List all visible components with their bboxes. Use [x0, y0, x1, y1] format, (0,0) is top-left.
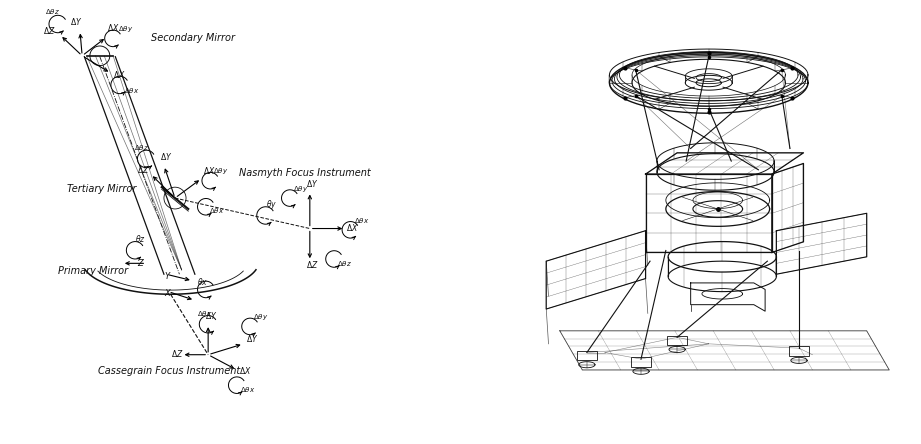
- Text: Tertiary Mirror: Tertiary Mirror: [66, 183, 136, 194]
- Text: $\Delta\theta y$: $\Delta\theta y$: [253, 312, 269, 321]
- Text: $\Delta\theta z$: $\Delta\theta z$: [134, 143, 149, 152]
- Text: $\Delta\theta z$: $\Delta\theta z$: [337, 258, 352, 268]
- Text: $\Delta\theta y$: $\Delta\theta y$: [293, 184, 309, 194]
- Text: $\Delta Y$: $\Delta Y$: [70, 16, 83, 28]
- Text: $\Delta Z$: $\Delta Z$: [137, 164, 150, 175]
- Text: $\Delta X$: $\Delta X$: [346, 222, 358, 233]
- Text: $\Delta\theta x$: $\Delta\theta x$: [354, 216, 369, 225]
- Text: $\Delta\theta x$: $\Delta\theta x$: [209, 206, 225, 215]
- Text: $\theta y$: $\theta y$: [265, 198, 277, 211]
- Bar: [667, 336, 687, 345]
- Text: $\theta z$: $\theta z$: [135, 233, 146, 244]
- Text: Cassegrain Focus Instrument: Cassegrain Focus Instrument: [98, 366, 239, 377]
- Text: $Y$: $Y$: [164, 270, 171, 281]
- Text: Nasmyth Focus Instrument: Nasmyth Focus Instrument: [239, 168, 371, 178]
- Text: $\Delta Y$: $\Delta Y$: [246, 333, 258, 344]
- Bar: [631, 357, 651, 367]
- Text: $\Delta Z$: $\Delta Z$: [42, 25, 55, 36]
- Text: $\Delta X$: $\Delta X$: [239, 365, 251, 377]
- Text: $Z$: $Z$: [137, 257, 146, 268]
- Text: $X$: $X$: [164, 287, 172, 298]
- Text: $\Delta\theta x$: $\Delta\theta x$: [124, 86, 139, 95]
- Bar: [577, 351, 597, 361]
- Text: $\Delta Z$: $\Delta Z$: [170, 348, 183, 359]
- Text: $\Delta\theta x$: $\Delta\theta x$: [240, 385, 255, 394]
- Text: $\Delta X$: $\Delta X$: [203, 165, 216, 176]
- Text: $\Delta Y$: $\Delta Y$: [204, 309, 217, 321]
- Bar: [789, 346, 809, 356]
- Text: $\Delta X$: $\Delta X$: [108, 22, 120, 32]
- Text: $\Delta X$: $\Delta X$: [113, 68, 125, 79]
- Text: $\Delta Z$: $\Delta Z$: [307, 259, 319, 270]
- Text: $\Delta Y$: $\Delta Y$: [160, 151, 173, 162]
- Text: Primary Mirror: Primary Mirror: [58, 266, 128, 276]
- Text: $\Delta\theta z$: $\Delta\theta z$: [197, 309, 212, 317]
- Text: $\Delta\theta y$: $\Delta\theta y$: [214, 166, 228, 176]
- Text: $\Delta Y$: $\Delta Y$: [307, 178, 319, 189]
- Text: $\theta x$: $\theta x$: [197, 276, 208, 287]
- Text: Secondary Mirror: Secondary Mirror: [151, 33, 235, 44]
- Text: $\Delta\theta z$: $\Delta\theta z$: [45, 8, 61, 16]
- Text: $\Delta\theta y$: $\Delta\theta y$: [118, 24, 133, 34]
